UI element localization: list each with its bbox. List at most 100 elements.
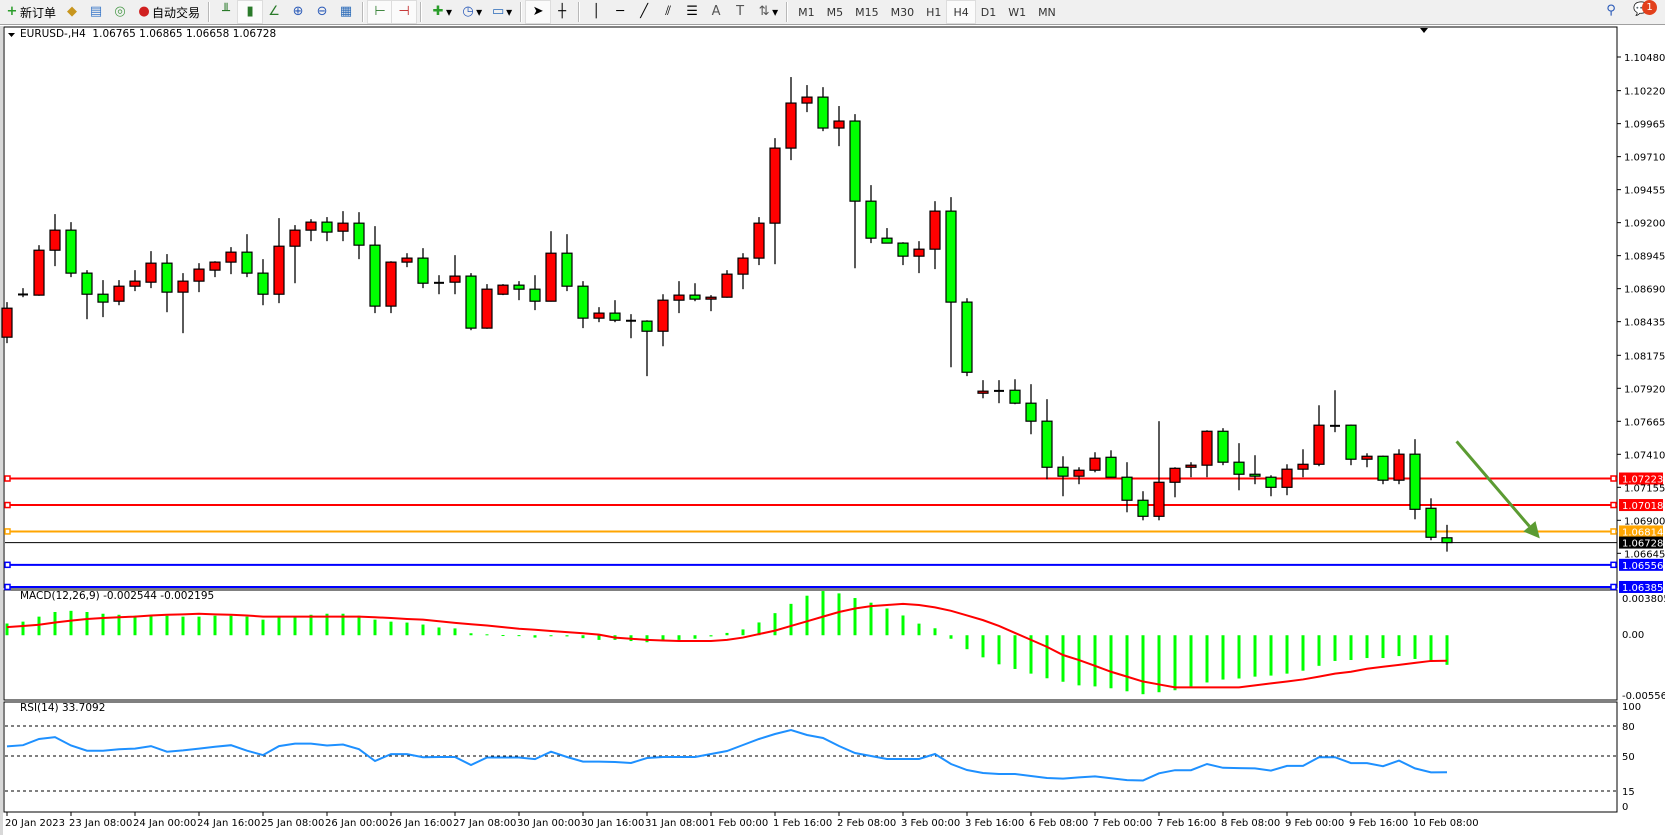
macd-bar <box>869 602 873 636</box>
timeframe-m15[interactable]: M15 <box>855 5 879 19</box>
zoom-out-button[interactable]: ⊖ <box>310 1 334 23</box>
candlestick-button[interactable]: ▮ <box>237 0 264 24</box>
macd-bar <box>165 615 169 636</box>
candle <box>449 255 461 295</box>
candle <box>434 275 444 295</box>
candle <box>145 251 157 289</box>
tile-windows-button[interactable]: ▦ <box>334 1 358 23</box>
horizontal-line-button[interactable]: ─ <box>608 1 632 23</box>
toolbar-separator <box>208 2 211 22</box>
macd-bar <box>501 635 505 637</box>
text-button[interactable]: A <box>704 1 728 23</box>
history-center-button[interactable]: ◆ <box>60 1 84 23</box>
price-label-box <box>1619 580 1663 593</box>
candle <box>1073 467 1085 485</box>
auto-trading-button[interactable]: ● 自动交易 <box>132 1 204 23</box>
templates-button[interactable]: ▭ ▾ <box>491 4 513 19</box>
line-handle <box>4 528 11 535</box>
timeframe-h4[interactable]: H4 <box>946 0 976 24</box>
line-chart-button[interactable]: ∠ <box>262 1 286 23</box>
search-icon[interactable]: ⚲ <box>1606 3 1616 18</box>
macd-bar <box>725 632 729 636</box>
candle-body <box>1041 420 1053 468</box>
candle-body <box>577 285 589 319</box>
vertical-line-icon: │ <box>592 4 601 19</box>
macd-bar <box>389 621 393 636</box>
macd-bar <box>773 613 777 636</box>
window-edge <box>0 26 3 835</box>
timeframe-m5[interactable]: M5 <box>826 5 844 19</box>
timeframe-m1[interactable]: M1 <box>798 5 815 19</box>
price-label-box <box>1619 499 1663 512</box>
macd-bar <box>213 615 217 636</box>
candle <box>129 270 141 292</box>
toolbar-separator <box>520 2 523 22</box>
macd-bar <box>949 635 953 639</box>
candle <box>994 380 1004 404</box>
text-icon: A <box>711 4 721 19</box>
crosshair-button[interactable]: ┼ <box>550 1 574 23</box>
text-label-button[interactable]: T <box>728 1 752 23</box>
chart-shift-button[interactable]: ⊣ <box>391 0 418 24</box>
line-handle <box>4 475 11 482</box>
candle <box>305 219 317 242</box>
candle <box>33 245 45 296</box>
candle <box>849 114 861 269</box>
price-tick-label: 1.07665 <box>1624 417 1665 428</box>
price-tick-label: 1.09455 <box>1624 186 1665 197</box>
macd-bar <box>549 635 553 637</box>
macd-bar <box>709 635 713 637</box>
candle-body <box>1137 499 1149 517</box>
candle-body <box>481 288 493 329</box>
timeframe-d1[interactable]: D1 <box>980 5 997 19</box>
signal-button[interactable]: ◎ <box>108 1 132 23</box>
rsi-tick-label: 15 <box>1622 787 1635 798</box>
macd-bar <box>1333 635 1337 661</box>
candle <box>753 217 765 266</box>
data-window-button[interactable]: ▤ <box>84 1 108 23</box>
time-tick-label: 26 Jan 16:00 <box>389 818 452 829</box>
candle-body <box>513 284 525 290</box>
notifications-button[interactable]: 💬 1 <box>1633 0 1657 20</box>
trendline-button[interactable]: ╱ <box>632 1 656 23</box>
line-handle <box>1610 475 1617 482</box>
timeframe-mn[interactable]: MN <box>1038 5 1056 19</box>
timeframe-h1[interactable]: H1 <box>926 5 942 19</box>
new-order-button[interactable]: + 新订单 <box>0 1 60 23</box>
bar-chart-button[interactable]: ╨ <box>214 1 238 23</box>
chart-window[interactable]: 1.10480 1.10220 1.09965 1.09710 1.09455 1.092… <box>0 26 1665 835</box>
auto-scroll-button[interactable]: ⊢ <box>367 0 394 24</box>
periods-button[interactable]: ◷ ▾ <box>456 1 486 23</box>
macd-bar <box>117 614 121 636</box>
candle <box>81 270 93 320</box>
rsi-tick-label: 0 <box>1622 802 1628 813</box>
vertical-line-button[interactable]: │ <box>584 1 608 23</box>
timeframe-m30[interactable]: M30 <box>890 5 915 19</box>
candle-body <box>1377 455 1389 481</box>
equidistant-channel-button[interactable]: ⫽ <box>656 1 680 23</box>
macd-bar <box>373 619 377 636</box>
macd-bar <box>437 627 441 636</box>
time-tick-label: 10 Feb 08:00 <box>1413 818 1479 829</box>
arrows-button[interactable]: ⇅ ▾ <box>752 1 782 23</box>
candle <box>1377 455 1389 485</box>
candle-body <box>1297 463 1309 470</box>
indicators-button[interactable]: ✚ ▾ <box>426 1 456 23</box>
time-tick-label: 9 Feb 00:00 <box>1285 818 1344 829</box>
macd-bar <box>309 614 313 636</box>
candle-body <box>561 252 573 287</box>
line-chart-icon: ∠ <box>268 4 280 19</box>
macd-bar <box>965 635 969 650</box>
zoom-in-button[interactable]: ⊕ <box>286 1 310 23</box>
cursor-button[interactable]: ➤ <box>525 0 552 24</box>
line-handle <box>1610 528 1617 535</box>
macd-bar <box>101 613 105 636</box>
macd-bar <box>133 615 137 636</box>
timeframe-w1[interactable]: W1 <box>1008 5 1027 19</box>
candle-body <box>257 272 269 295</box>
time-tick-label: 20 Jan 2023 <box>5 818 65 829</box>
fibonacci-button[interactable]: ☰ <box>680 1 704 23</box>
candle <box>1249 455 1261 485</box>
line-handle <box>4 561 11 569</box>
macd-bar <box>805 595 809 636</box>
